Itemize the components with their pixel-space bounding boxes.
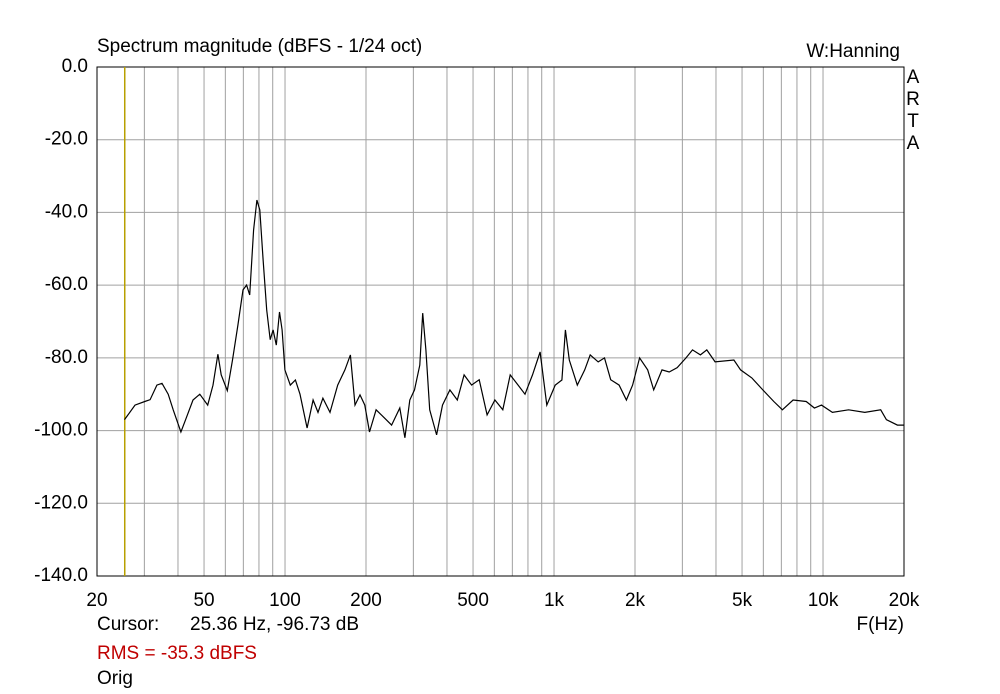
y-tick-label: -100.0: [34, 420, 88, 441]
x-tick-label: 500: [457, 590, 489, 611]
y-tick-label: -120.0: [34, 492, 88, 513]
x-tick-label: 20: [86, 590, 107, 611]
cursor-label: Cursor:: [97, 614, 159, 635]
x-tick-label: 10k: [808, 590, 839, 611]
rms-text: RMS = -35.3 dBFS: [97, 643, 257, 664]
cursor-text: 25.36 Hz, -96.73 dB: [190, 614, 359, 635]
y-tick-label: -20.0: [45, 129, 88, 150]
spectrum-line: [124, 199, 904, 438]
window-label: W:Hanning: [806, 41, 900, 62]
x-tick-label: 200: [350, 590, 382, 611]
x-tick-label: 20k: [889, 590, 920, 611]
plot-frame: [96, 66, 905, 577]
x-tick-label: 5k: [732, 590, 753, 611]
y-tick-label: 0.0: [62, 56, 88, 77]
y-tick-label: -40.0: [45, 201, 88, 222]
x-axis-label: F(Hz): [857, 614, 904, 635]
chart-title: Spectrum magnitude (dBFS - 1/24 oct): [97, 36, 422, 57]
x-tick-label: 50: [193, 590, 214, 611]
x-tick-label: 2k: [625, 590, 646, 611]
y-tick-label: -60.0: [45, 274, 88, 295]
y-tick-label: -140.0: [34, 565, 88, 586]
x-tick-label: 100: [269, 590, 301, 611]
watermark: ARTA: [906, 67, 920, 154]
x-tick-label: 1k: [544, 590, 565, 611]
y-tick-label: -80.0: [45, 347, 88, 368]
legend-entry: Orig: [97, 668, 133, 689]
